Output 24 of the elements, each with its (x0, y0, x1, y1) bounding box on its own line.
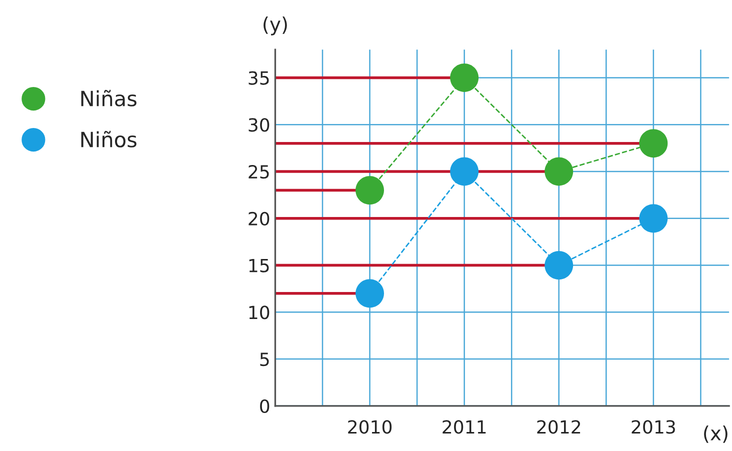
point (544, 251, 574, 280)
point (639, 129, 668, 158)
y-tick-label: 5 (260, 352, 269, 366)
point (544, 157, 574, 186)
y-tick-label: 30 (248, 118, 270, 132)
x-tick-label: 2011 (442, 420, 486, 434)
x-axis-title: (x) (704, 426, 728, 443)
legend-label: Niños (81, 130, 136, 148)
point (450, 157, 479, 186)
x-tick-label: 2013 (632, 420, 675, 434)
y-tick-label: 35 (248, 71, 269, 85)
point (356, 279, 384, 308)
x-tick-label: 2012 (537, 420, 580, 434)
y-axis-title: (y) (264, 16, 287, 36)
point (639, 204, 668, 233)
y-tick-label: 15 (249, 258, 269, 272)
legend-label: Niñas (81, 90, 136, 106)
point (450, 64, 479, 92)
y-tick-label: 25 (248, 164, 269, 179)
y-tick-label: 0 (260, 399, 270, 414)
point (356, 176, 384, 204)
y-tick-label: 20 (248, 212, 270, 226)
x-tick-label: 2010 (348, 420, 392, 434)
y-tick-label: 10 (249, 306, 270, 320)
